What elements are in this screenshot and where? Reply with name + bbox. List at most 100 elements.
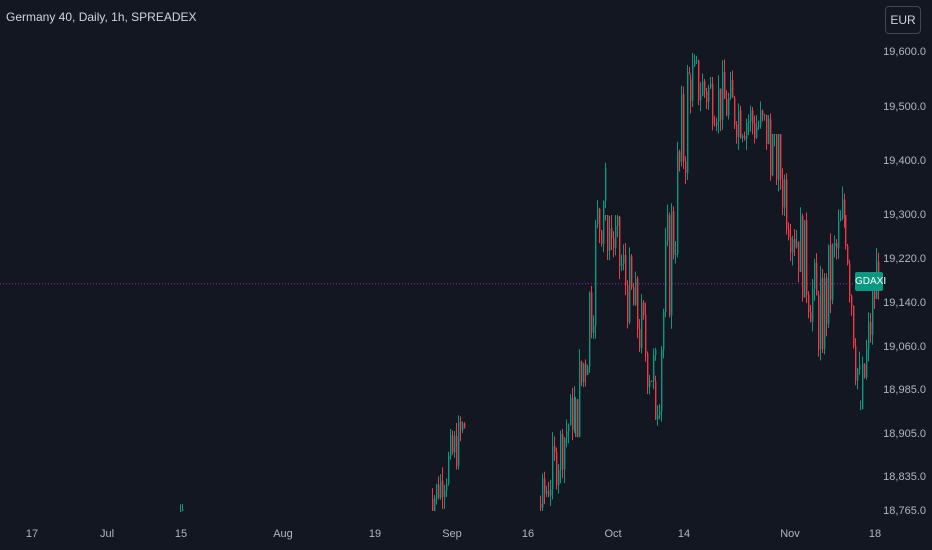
candle-body xyxy=(462,423,464,431)
candle-body xyxy=(627,285,629,323)
candle-body xyxy=(568,425,570,432)
candles-group xyxy=(180,53,880,512)
candle-body xyxy=(756,126,758,138)
candle-body xyxy=(558,470,560,486)
candle-body xyxy=(544,478,546,494)
candle-body xyxy=(847,246,849,264)
candle-body xyxy=(180,511,182,512)
candle-body xyxy=(655,349,657,356)
candle-body xyxy=(577,399,579,438)
candle-body xyxy=(655,381,657,420)
candle-body xyxy=(857,368,859,381)
candle-body xyxy=(860,409,862,411)
candle-body xyxy=(845,215,847,247)
candle-body xyxy=(617,216,619,226)
chart-title: Germany 40, Daily, 1h, SPREADEX xyxy=(6,10,197,24)
candle-body xyxy=(752,110,754,124)
candle-body xyxy=(694,60,696,66)
candle-body xyxy=(772,134,774,176)
candle-body xyxy=(629,256,631,323)
price-tick-label: 18,835.0 xyxy=(883,471,926,483)
price-tick-label: 19,060.0 xyxy=(883,341,926,353)
candle-body xyxy=(673,211,675,256)
candle-body xyxy=(842,199,844,219)
candle-body xyxy=(458,421,460,466)
time-axis[interactable]: 17 Jul 15 Aug 19 Sep 16 Oct 14 Nov 18 xyxy=(0,518,932,550)
candle-body xyxy=(182,509,184,511)
candle-body xyxy=(603,200,605,245)
candle-body xyxy=(742,135,744,138)
time-tick-label: Aug xyxy=(273,528,293,540)
candle-body xyxy=(597,208,599,225)
candle-body xyxy=(734,97,736,125)
candle-body xyxy=(770,134,772,176)
candle-body xyxy=(562,434,564,470)
candle-body xyxy=(570,397,572,426)
candle-body xyxy=(778,134,780,180)
chart-plot-area[interactable] xyxy=(0,0,880,518)
candle-body xyxy=(830,244,832,300)
candle-body xyxy=(792,239,794,253)
candle-body xyxy=(724,71,726,99)
candle-body xyxy=(591,292,593,333)
candle-body xyxy=(444,490,446,498)
candle-body xyxy=(828,244,830,324)
candle-body xyxy=(593,325,595,333)
candle-body xyxy=(780,134,782,180)
candle-body xyxy=(862,364,864,410)
candle-body xyxy=(572,397,574,430)
candle-body xyxy=(824,277,826,349)
price-tick-label: 19,500.0 xyxy=(883,101,926,113)
candle-body xyxy=(790,237,792,253)
candle-body xyxy=(786,179,788,230)
candle-body xyxy=(840,218,842,221)
candle-body xyxy=(631,256,633,288)
candle-body xyxy=(720,88,722,120)
candle-body xyxy=(665,240,667,312)
price-axis[interactable]: 19,600.0 19,500.0 19,400.0 19,300.0 19,220.0… xyxy=(880,0,932,518)
candle-body xyxy=(548,490,550,496)
candle-body xyxy=(818,295,820,350)
price-tick-label: 18,985.0 xyxy=(883,384,926,396)
candle-body xyxy=(681,94,683,162)
candle-body xyxy=(776,134,778,180)
candle-body xyxy=(599,208,601,231)
candle-body xyxy=(874,291,876,299)
candle-body xyxy=(810,311,812,322)
candle-body xyxy=(579,361,581,438)
candle-body xyxy=(804,220,806,298)
candle-body xyxy=(671,211,673,316)
time-tick-label: Nov xyxy=(780,528,800,540)
candle-body xyxy=(728,97,730,116)
candle-body xyxy=(689,72,691,74)
candle-body xyxy=(700,95,702,101)
candle-body xyxy=(564,438,566,470)
candle-body xyxy=(645,314,647,354)
candle-body xyxy=(798,241,800,273)
candle-body xyxy=(452,435,454,453)
time-tick-label: 19 xyxy=(368,528,382,540)
candle-body xyxy=(613,238,615,248)
time-tick-label: 16 xyxy=(521,528,535,540)
candle-body xyxy=(440,480,442,498)
candle-body xyxy=(736,124,738,138)
candle-body xyxy=(595,224,597,326)
candle-body xyxy=(609,228,611,251)
candle-body xyxy=(864,364,866,377)
candle-body xyxy=(802,216,804,298)
candle-body xyxy=(605,167,607,201)
candle-body xyxy=(454,435,456,453)
candle-body xyxy=(554,446,556,453)
candle-body xyxy=(764,114,766,116)
candle-body xyxy=(611,228,613,239)
candle-body xyxy=(677,151,679,254)
candle-body xyxy=(552,446,554,490)
currency-button[interactable]: EUR xyxy=(885,6,921,34)
candle-body xyxy=(661,349,663,412)
candle-body xyxy=(575,399,577,438)
candle-body xyxy=(692,65,694,101)
candle-body xyxy=(659,411,661,416)
candle-body xyxy=(623,255,625,264)
candle-body xyxy=(647,353,649,388)
candle-body xyxy=(766,114,768,144)
